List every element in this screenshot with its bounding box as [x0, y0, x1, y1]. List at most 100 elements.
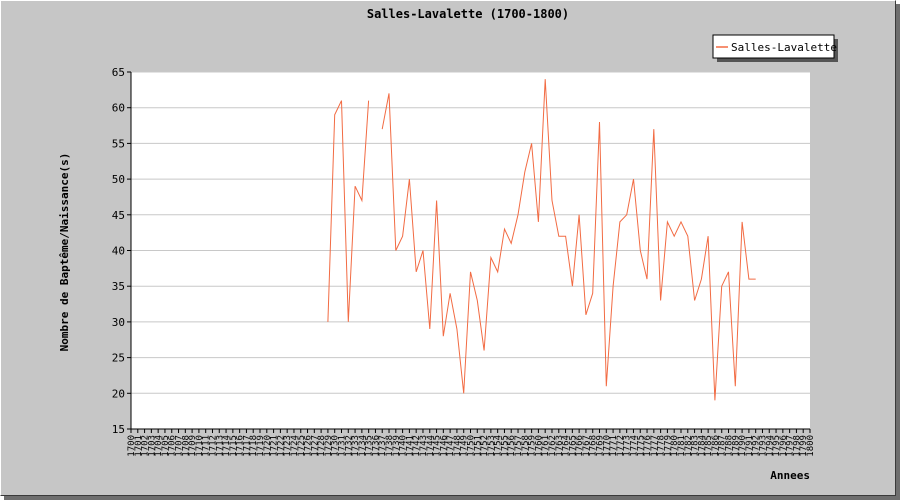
x-tick-label: 1719 [256, 435, 266, 457]
x-tick-label: 1721 [270, 435, 280, 457]
x-tick-label: 1731 [337, 435, 347, 457]
x-tick-label: 1759 [528, 435, 538, 457]
x-tick-label: 1741 [405, 435, 415, 457]
y-axis: 15 20 25 30 35 40 45 50 55 60 65 [112, 66, 132, 436]
x-tick-label: 1788 [725, 435, 735, 457]
x-tick-label: 1707 [175, 435, 185, 457]
x-tick-label: 1763 [555, 435, 565, 457]
x-tick-label: 1726 [304, 435, 314, 457]
x-tick-label: 1711 [202, 435, 212, 457]
x-tick-label: 1774 [629, 435, 639, 457]
y-tick-label: 60 [112, 102, 125, 115]
x-tick-label: 1752 [480, 435, 490, 457]
x-tick-label: 1778 [657, 435, 667, 457]
x-tick-label: 1793 [758, 435, 768, 457]
x-tick-label: 1782 [684, 435, 694, 457]
x-tick-label: 1761 [541, 435, 551, 457]
chart-title: Salles-Lavalette (1700-1800) [367, 7, 569, 21]
x-tick-label: 1784 [697, 435, 707, 457]
x-tick-label: 1772 [616, 435, 626, 457]
x-tick-label: 1734 [358, 435, 368, 457]
x-tick-label: 1795 [772, 435, 782, 457]
series-line-salles-lavalette [381, 79, 756, 401]
x-tick-label: 1714 [222, 435, 232, 457]
x-tick-label: 1730 [331, 435, 341, 457]
x-tick-label: 1700 [127, 435, 137, 457]
x-tick-label: 1717 [242, 435, 252, 457]
x-tick-label: 1767 [582, 435, 592, 457]
x-tick-label: 1736 [371, 435, 381, 457]
x-tick-label: 1783 [691, 435, 701, 457]
x-tick-label: 1706 [168, 435, 178, 457]
x-tick-label: 1757 [514, 435, 524, 457]
x-tick-label: 1792 [752, 435, 762, 457]
x-tick-label: 1750 [467, 435, 477, 457]
y-tick-label: 35 [112, 280, 125, 293]
x-tick-label: 1724 [290, 435, 300, 457]
x-tick-label: 1720 [263, 435, 273, 457]
x-tick-label: 1775 [636, 435, 646, 457]
x-tick-label: 1773 [623, 435, 633, 457]
y-tick-label: 50 [112, 173, 125, 186]
x-tick-label: 1744 [426, 435, 436, 457]
x-tick-label: 1749 [460, 435, 470, 457]
x-tick-label: 1716 [236, 435, 246, 457]
x-axis: 1700170117021703170417051706170717081709… [127, 428, 816, 457]
x-tick-label: 1768 [589, 435, 599, 457]
x-tick-label: 1798 [792, 435, 802, 457]
x-tick-label: 1709 [188, 435, 198, 457]
x-tick-label: 1725 [297, 435, 307, 457]
x-tick-label: 1710 [195, 435, 205, 457]
x-tick-label: 1800 [806, 435, 816, 457]
x-tick-label: 1743 [419, 435, 429, 457]
series-layer [327, 79, 756, 401]
x-tick-label: 1779 [663, 435, 673, 457]
x-tick-label: 1751 [473, 435, 483, 457]
x-tick-label: 1762 [548, 435, 558, 457]
y-tick-label: 30 [112, 316, 125, 329]
legend: Salles-Lavalette [712, 34, 838, 62]
x-tick-label: 1713 [215, 435, 225, 457]
x-tick-label: 1796 [779, 435, 789, 457]
y-tick-label: 55 [112, 137, 125, 150]
x-tick-label: 1771 [609, 435, 619, 457]
x-tick-label: 1786 [711, 435, 721, 457]
x-tick-label: 1755 [500, 435, 510, 457]
x-tick-label: 1715 [229, 435, 239, 457]
x-tick-label: 1742 [412, 435, 422, 457]
x-tick-label: 1722 [276, 435, 286, 457]
legend-label-salles-lavalette: Salles-Lavalette [731, 41, 837, 54]
x-tick-label: 1790 [738, 435, 748, 457]
x-tick-label: 1738 [385, 435, 395, 457]
x-tick-label: 1702 [141, 435, 151, 457]
x-tick-label: 1748 [453, 435, 463, 457]
y-axis-label: Nombre de Baptême/Naissance(s) [58, 153, 71, 352]
y-tick-label: 15 [112, 423, 125, 436]
x-tick-label: 1708 [181, 435, 191, 457]
x-tick-label: 1777 [650, 435, 660, 457]
x-tick-label: 1758 [521, 435, 531, 457]
x-tick-label: 1732 [344, 435, 354, 457]
x-tick-label: 1745 [433, 435, 443, 457]
x-tick-label: 1728 [317, 435, 327, 457]
gridlines [131, 71, 810, 430]
x-tick-label: 1787 [718, 435, 728, 457]
x-tick-label: 1746 [439, 435, 449, 457]
x-tick-label: 1781 [677, 435, 687, 457]
x-tick-label: 1723 [283, 435, 293, 457]
y-tick-label: 45 [112, 209, 125, 222]
x-tick-label: 1760 [534, 435, 544, 457]
x-tick-label: 1733 [351, 435, 361, 457]
x-tick-label: 1727 [310, 435, 320, 457]
x-tick-label: 1769 [596, 435, 606, 457]
x-tick-label: 1785 [704, 435, 714, 457]
x-tick-label: 1770 [602, 435, 612, 457]
y-tick-label: 65 [112, 66, 125, 79]
y-tick-label: 40 [112, 245, 125, 258]
x-tick-label: 1729 [324, 435, 334, 457]
x-tick-label: 1794 [765, 435, 775, 457]
x-tick-label: 1747 [446, 435, 456, 457]
x-axis-label: Annees [770, 469, 810, 482]
